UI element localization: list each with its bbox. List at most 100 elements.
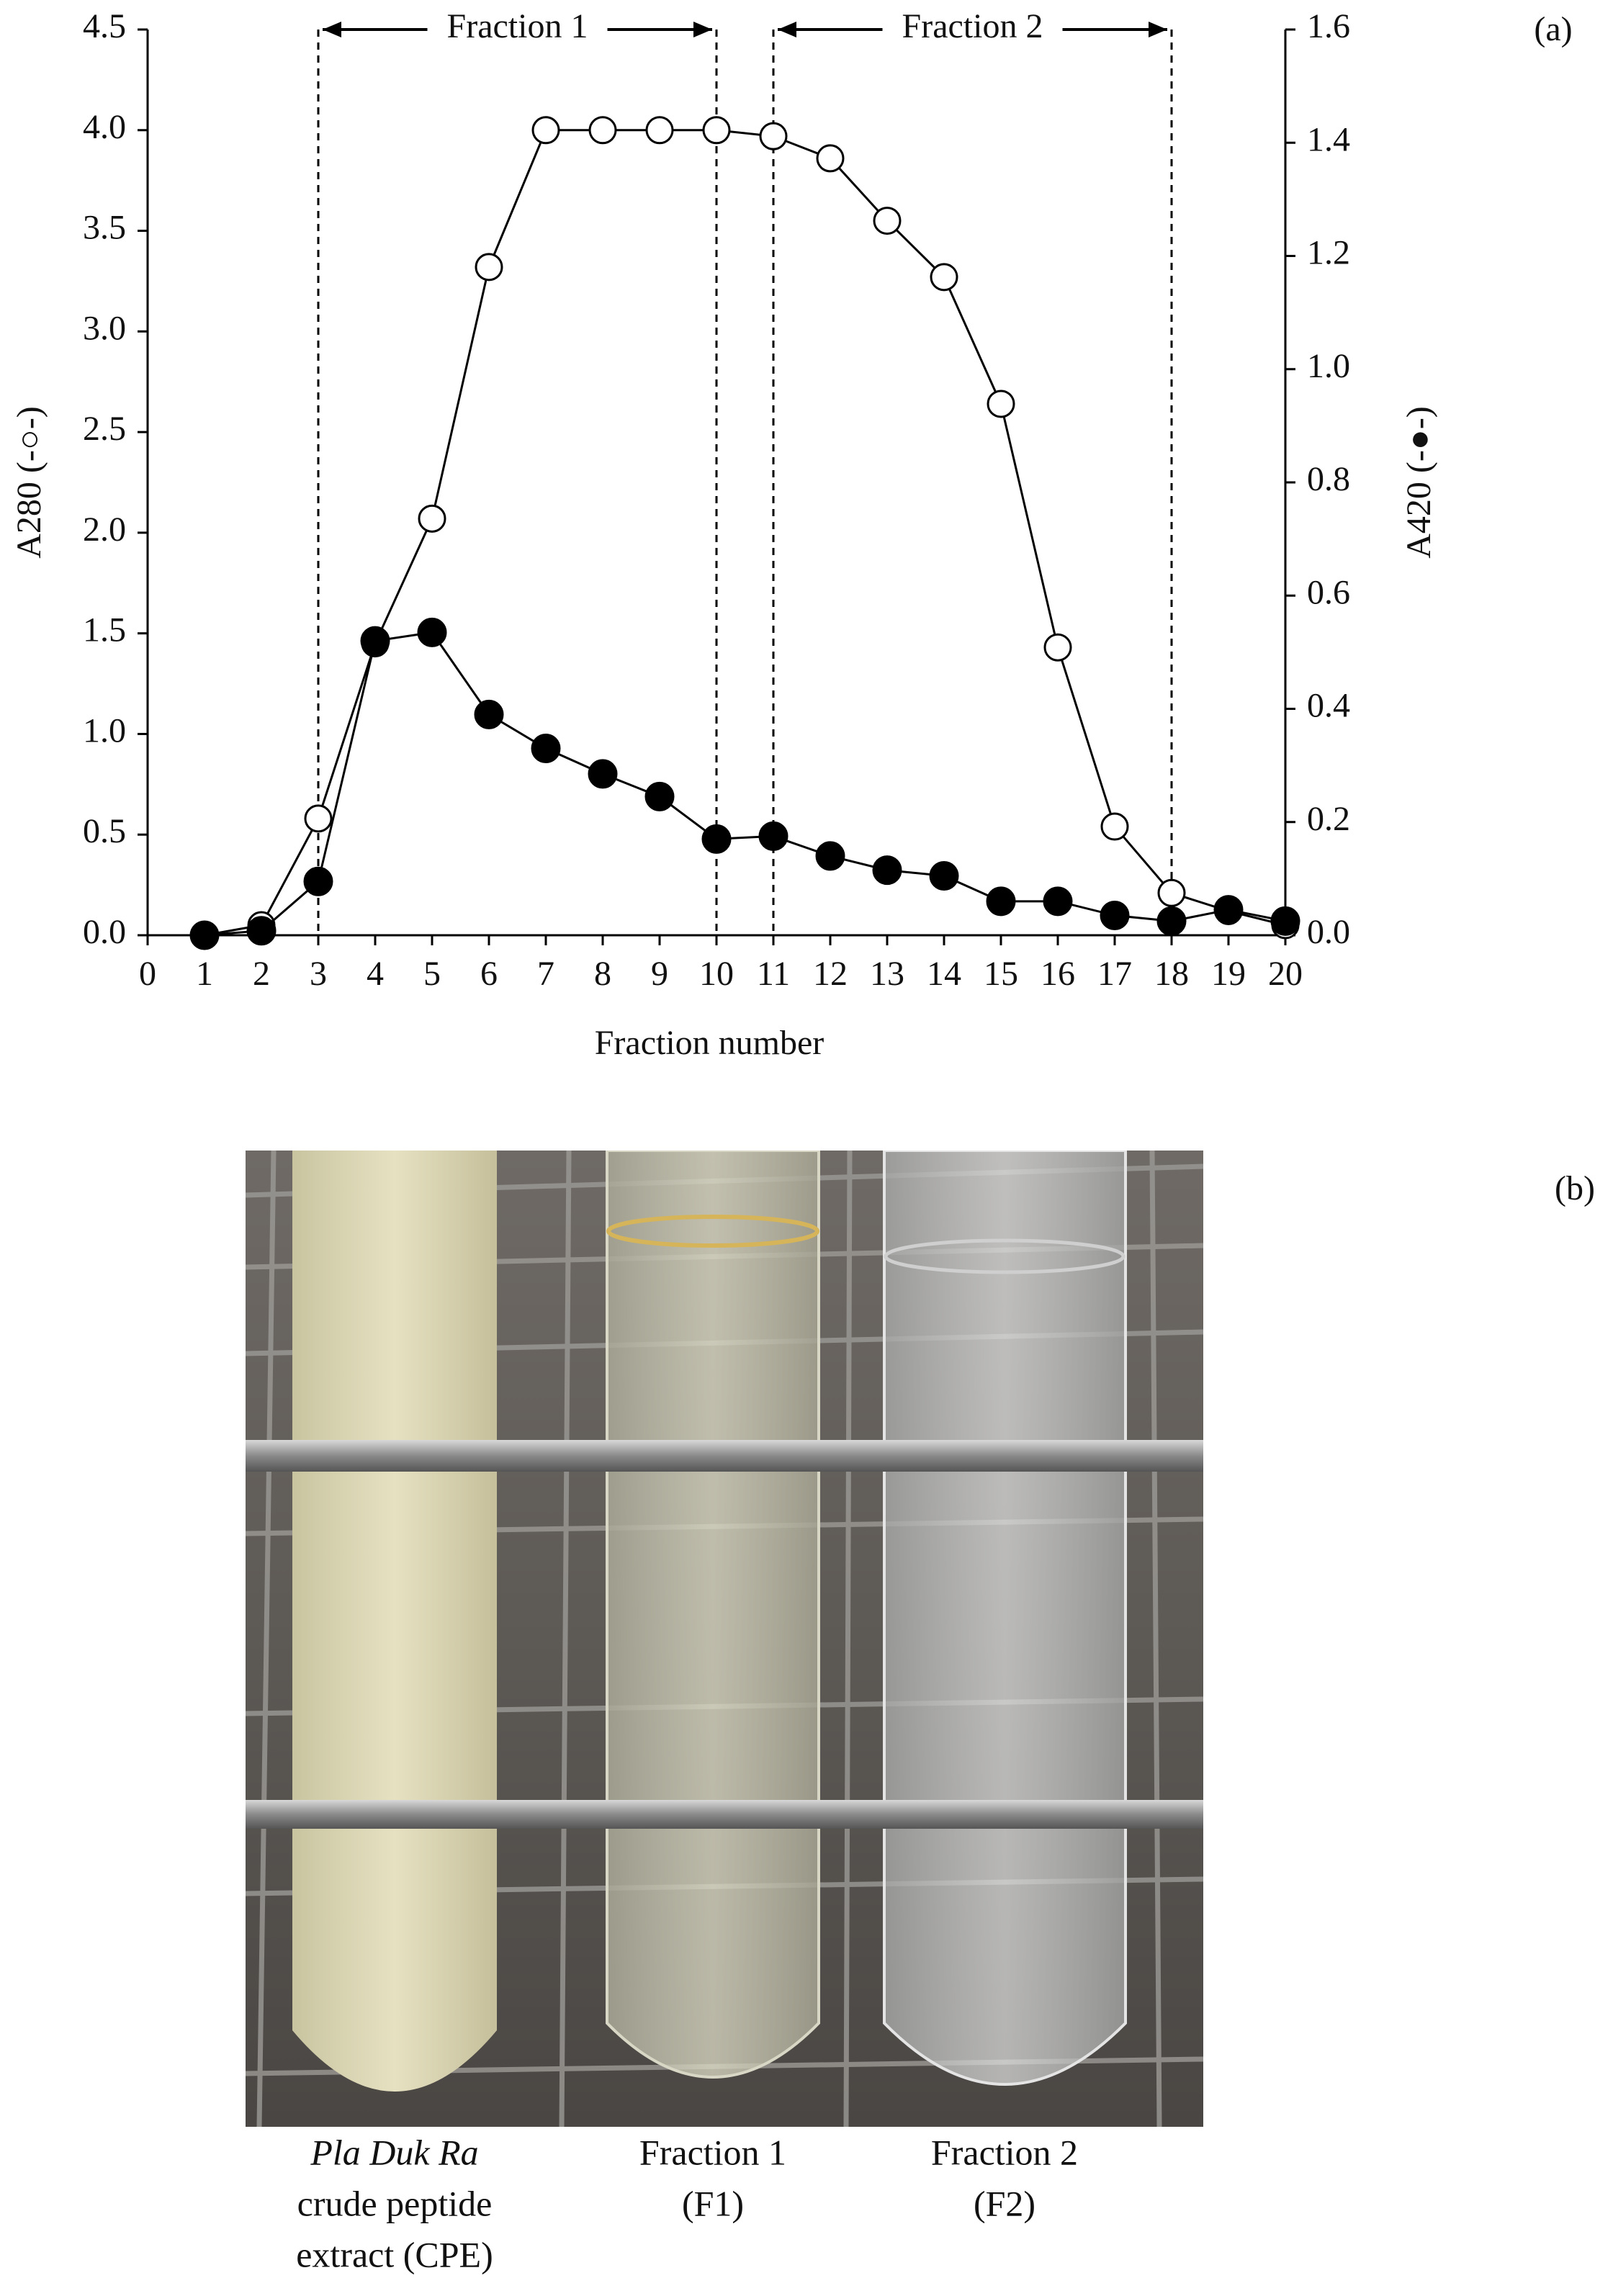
x-tick-label: 18 [1154, 955, 1189, 993]
photo-caption: (F2) [974, 2183, 1035, 2223]
data-point [418, 504, 446, 533]
data-point [531, 734, 561, 764]
y-axis-label: A280 (-○-) [10, 406, 48, 559]
x-tick-label: 19 [1211, 955, 1246, 993]
data-point [1100, 812, 1129, 841]
data-point [588, 116, 617, 145]
y-tick-label: 0.5 [83, 812, 126, 850]
x-tick-label: 4 [367, 955, 384, 993]
data-point [759, 122, 788, 150]
data-point [1043, 633, 1072, 662]
data-point [758, 821, 788, 851]
x-tick-label: 0 [139, 955, 156, 993]
y-tick-label: 1.5 [83, 611, 126, 649]
y-tick-label: 0.0 [83, 913, 126, 951]
y2-tick-label: 1.2 [1307, 234, 1350, 272]
region-label: Fraction 2 [902, 7, 1043, 45]
x-tick-label: 1 [196, 955, 213, 993]
data-point [304, 804, 333, 833]
region-label: Fraction 1 [447, 7, 588, 45]
x-tick-label: 8 [594, 955, 611, 993]
y2-tick-label: 0.0 [1307, 913, 1350, 951]
x-tick-label: 20 [1268, 955, 1303, 993]
data-point [702, 116, 731, 145]
x-tick-label: 14 [927, 955, 961, 993]
x-tick-label: 5 [423, 955, 441, 993]
x-tick-label: 15 [984, 955, 1018, 993]
data-point [417, 617, 447, 647]
arrowhead [1149, 22, 1167, 37]
x-tick-label: 16 [1041, 955, 1075, 993]
data-point [930, 263, 958, 292]
arrowhead [323, 22, 341, 37]
y-tick-label: 4.0 [83, 108, 126, 146]
series-line [204, 129, 1286, 937]
data-point [987, 390, 1015, 418]
y2-tick-label: 1.4 [1307, 120, 1350, 158]
x-tick-label: 10 [699, 955, 734, 993]
data-point [645, 116, 674, 145]
x-tick-label: 9 [651, 955, 668, 993]
data-point [701, 824, 732, 854]
data-point [644, 781, 675, 811]
data-point [360, 626, 390, 656]
data-point [873, 207, 902, 235]
x-tick-label: 17 [1097, 955, 1132, 993]
y2-tick-label: 0.2 [1307, 800, 1350, 838]
x-tick-label: 6 [480, 955, 498, 993]
x-axis-label: Fraction number [595, 1024, 825, 1062]
photo-caption: (F1) [682, 2183, 744, 2223]
data-point [475, 253, 503, 282]
photo-caption: extract (CPE) [296, 2234, 493, 2274]
panel-label: (b) [1555, 1169, 1595, 1207]
data-point [531, 116, 560, 145]
y-tick-label: 1.0 [83, 711, 126, 749]
y2-tick-label: 0.6 [1307, 573, 1350, 611]
series-line [204, 631, 1286, 937]
x-tick-label: 12 [813, 955, 848, 993]
photo-caption: Fraction 1 [639, 2132, 786, 2172]
data-point [872, 855, 902, 886]
y2-tick-label: 0.8 [1307, 460, 1350, 498]
data-point [1043, 886, 1073, 917]
arrowhead [693, 22, 712, 37]
data-point [929, 860, 959, 891]
data-point [588, 759, 618, 789]
y2-tick-label: 0.4 [1307, 687, 1350, 725]
y-tick-label: 2.0 [83, 510, 126, 549]
y-tick-label: 3.0 [83, 309, 126, 347]
arrowhead [778, 22, 796, 37]
y-tick-label: 2.5 [83, 410, 126, 448]
y2-tick-label: 1.0 [1307, 347, 1350, 385]
x-tick-label: 11 [757, 955, 790, 993]
data-point [1270, 906, 1300, 936]
data-point [816, 144, 845, 173]
region-label-bg [882, 8, 1063, 51]
y2-tick-label: 1.6 [1307, 7, 1350, 45]
x-tick-label: 2 [253, 955, 270, 993]
data-point [303, 866, 333, 896]
data-point [474, 699, 504, 729]
data-point [986, 886, 1016, 917]
x-tick-label: 7 [537, 955, 554, 993]
photo [246, 1151, 1203, 2127]
data-point [1213, 895, 1244, 925]
data-point [246, 916, 277, 946]
data-point [815, 841, 845, 871]
photo-caption: Pla Duk Ra [310, 2132, 478, 2172]
y-tick-label: 4.5 [83, 7, 126, 45]
panel-label: (a) [1534, 10, 1572, 48]
region-label-bg [427, 8, 608, 51]
data-point [1157, 878, 1186, 907]
x-tick-label: 13 [870, 955, 904, 993]
y2-axis-label: A420 (-●-) [1400, 406, 1438, 559]
photo-caption: crude peptide [297, 2183, 493, 2223]
data-point [1156, 906, 1187, 936]
data-point [1100, 900, 1130, 930]
data-point [189, 920, 220, 950]
x-tick-label: 3 [310, 955, 327, 993]
y-tick-label: 3.5 [83, 209, 126, 247]
photo-caption: Fraction 2 [931, 2132, 1078, 2172]
